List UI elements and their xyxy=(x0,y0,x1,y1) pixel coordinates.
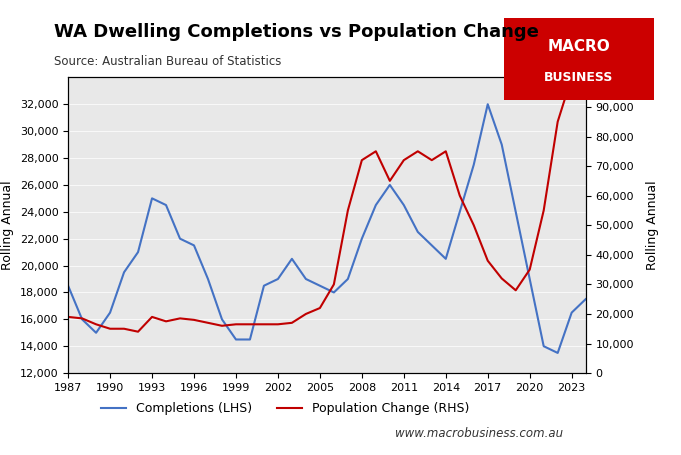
Population Change (RHS) xyxy=(470,222,478,228)
Population Change (RHS) xyxy=(539,207,548,213)
Completions (LHS) xyxy=(470,162,478,167)
Y-axis label: Rolling Annual: Rolling Annual xyxy=(646,181,659,270)
Population Change (RHS) xyxy=(204,320,212,326)
Population Change (RHS) xyxy=(400,157,408,163)
Line: Completions (LHS): Completions (LHS) xyxy=(68,104,586,353)
Population Change (RHS) xyxy=(582,89,590,95)
Population Change (RHS) xyxy=(484,258,492,263)
Completions (LHS) xyxy=(162,202,170,208)
Population Change (RHS) xyxy=(120,326,128,331)
Completions (LHS) xyxy=(484,101,492,107)
Population Change (RHS) xyxy=(330,282,338,287)
Completions (LHS) xyxy=(582,297,590,302)
Population Change (RHS) xyxy=(190,317,198,323)
Completions (LHS) xyxy=(120,269,128,275)
Population Change (RHS) xyxy=(246,322,254,327)
Population Change (RHS) xyxy=(260,322,268,327)
Completions (LHS) xyxy=(344,276,352,282)
Population Change (RHS) xyxy=(372,148,380,154)
Completions (LHS) xyxy=(498,142,506,147)
Completions (LHS) xyxy=(218,317,226,322)
Population Change (RHS) xyxy=(232,322,240,327)
Population Change (RHS) xyxy=(288,320,296,326)
Completions (LHS) xyxy=(567,310,575,315)
Population Change (RHS) xyxy=(511,288,520,293)
Text: MACRO: MACRO xyxy=(548,40,610,54)
Completions (LHS) xyxy=(330,290,338,295)
Population Change (RHS) xyxy=(526,267,534,272)
Population Change (RHS) xyxy=(148,314,156,319)
Completions (LHS) xyxy=(414,229,422,235)
Population Change (RHS) xyxy=(442,148,450,154)
Population Change (RHS) xyxy=(428,157,436,163)
Text: WA Dwelling Completions vs Population Change: WA Dwelling Completions vs Population Ch… xyxy=(54,23,539,41)
Completions (LHS) xyxy=(554,350,562,356)
Population Change (RHS) xyxy=(498,276,506,281)
Legend: Completions (LHS), Population Change (RHS): Completions (LHS), Population Change (RH… xyxy=(96,397,475,420)
Completions (LHS) xyxy=(92,330,100,335)
Completions (LHS) xyxy=(358,236,366,242)
Population Change (RHS) xyxy=(456,193,464,198)
Completions (LHS) xyxy=(274,276,282,282)
Population Change (RHS) xyxy=(78,316,86,321)
Population Change (RHS) xyxy=(302,311,310,317)
Completions (LHS) xyxy=(232,337,240,342)
Line: Population Change (RHS): Population Change (RHS) xyxy=(68,77,586,332)
Completions (LHS) xyxy=(539,344,548,349)
Completions (LHS) xyxy=(148,196,156,201)
Completions (LHS) xyxy=(372,202,380,208)
Completions (LHS) xyxy=(400,202,408,208)
Population Change (RHS) xyxy=(274,322,282,327)
Completions (LHS) xyxy=(64,283,72,288)
Completions (LHS) xyxy=(176,236,184,242)
Population Change (RHS) xyxy=(218,323,226,329)
Text: BUSINESS: BUSINESS xyxy=(544,71,614,84)
Y-axis label: Rolling Annual: Rolling Annual xyxy=(1,181,14,270)
Completions (LHS) xyxy=(456,209,464,214)
Population Change (RHS) xyxy=(554,119,562,125)
Completions (LHS) xyxy=(78,317,86,322)
Completions (LHS) xyxy=(316,283,324,288)
Population Change (RHS) xyxy=(162,318,170,324)
Population Change (RHS) xyxy=(567,75,575,80)
Completions (LHS) xyxy=(246,337,254,342)
Completions (LHS) xyxy=(190,243,198,248)
Population Change (RHS) xyxy=(64,314,72,319)
Population Change (RHS) xyxy=(106,326,114,331)
Population Change (RHS) xyxy=(358,157,366,163)
Completions (LHS) xyxy=(526,276,534,282)
Population Change (RHS) xyxy=(385,178,394,184)
Completions (LHS) xyxy=(260,283,268,288)
Population Change (RHS) xyxy=(344,207,352,213)
Completions (LHS) xyxy=(428,243,436,248)
Population Change (RHS) xyxy=(92,322,100,327)
Population Change (RHS) xyxy=(316,305,324,311)
Population Change (RHS) xyxy=(176,316,184,321)
Completions (LHS) xyxy=(385,182,394,187)
Completions (LHS) xyxy=(134,249,142,255)
Completions (LHS) xyxy=(302,276,310,282)
Completions (LHS) xyxy=(204,276,212,282)
Population Change (RHS) xyxy=(134,329,142,334)
Completions (LHS) xyxy=(288,256,296,262)
Population Change (RHS) xyxy=(414,148,422,154)
Completions (LHS) xyxy=(106,310,114,315)
Completions (LHS) xyxy=(442,256,450,262)
Text: Source: Australian Bureau of Statistics: Source: Australian Bureau of Statistics xyxy=(54,55,282,68)
Text: www.macrobusiness.com.au: www.macrobusiness.com.au xyxy=(395,427,563,440)
Completions (LHS) xyxy=(511,209,520,214)
